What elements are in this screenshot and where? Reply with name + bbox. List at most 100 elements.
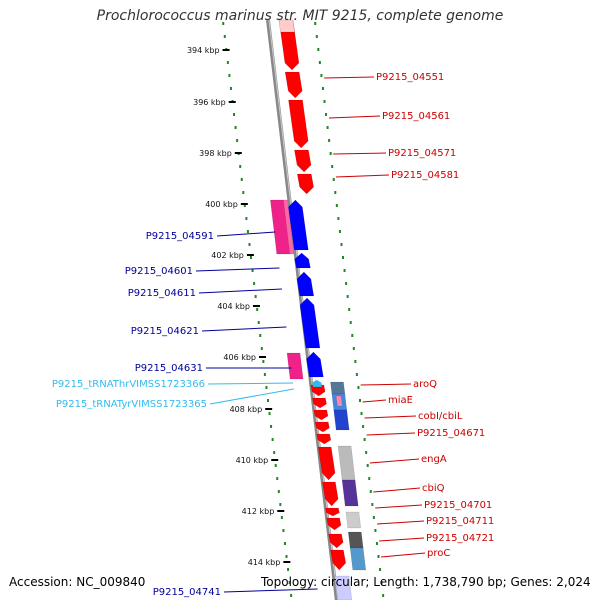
dot	[315, 35, 318, 38]
gene-labels[interactable]: P9215_04551 P9215_04561 P9215_04571 P9215_0…	[52, 72, 494, 598]
gene-label-forward[interactable]: P9215_04701	[424, 500, 492, 511]
gene-label-reverse[interactable]: P9215_04621	[131, 326, 199, 337]
gene-label-reverse[interactable]: P9215_tRNATyrVIMSS1723365	[56, 399, 207, 410]
gene-arrow[interactable]	[296, 173, 314, 195]
ruler-label: 406 kbp	[223, 353, 256, 362]
gene-arrow[interactable]	[288, 99, 309, 149]
leader-line	[379, 537, 425, 542]
gene-arrow[interactable]	[325, 507, 340, 517]
ruler-tick	[228, 101, 236, 103]
gene-label-forward[interactable]: miaE	[388, 395, 413, 406]
dot	[372, 516, 375, 519]
ruler-tick	[252, 305, 260, 307]
gene-label-reverse[interactable]: P9215_04611	[128, 288, 196, 299]
gene-arrow[interactable]	[313, 409, 329, 421]
leader-line	[328, 115, 381, 119]
gene-arrow[interactable]	[333, 409, 350, 431]
gene-arrow[interactable]	[317, 446, 336, 481]
gene-arrow[interactable]	[278, 19, 295, 33]
gene-arrow[interactable]	[316, 433, 332, 445]
gene-arrow[interactable]	[334, 575, 353, 600]
dot	[368, 477, 371, 480]
gene-label-reverse[interactable]: P9215_04591	[146, 231, 214, 242]
gene-label-forward[interactable]: aroQ	[413, 379, 437, 390]
dot	[329, 152, 332, 155]
leader-line	[366, 432, 416, 436]
gene-label-forward[interactable]: P9215_04671	[417, 428, 485, 439]
gene-arrow[interactable]	[345, 511, 362, 529]
ruler-tick	[277, 510, 285, 512]
gene-arrow[interactable]	[288, 199, 309, 251]
ruler-tick	[271, 459, 279, 461]
gene-label-forward[interactable]: engA	[421, 454, 447, 465]
dot	[343, 269, 346, 272]
ruler-label: 414 kbp	[248, 558, 281, 567]
gene-label-reverse[interactable]: P9215_04601	[125, 266, 193, 277]
gene-arrow[interactable]	[335, 395, 343, 407]
gene-arrow[interactable]	[328, 533, 344, 549]
dot	[354, 360, 357, 363]
dot	[245, 217, 248, 220]
gene-arrow[interactable]	[311, 379, 323, 388]
gene-arrow[interactable]	[296, 271, 315, 297]
label-leaders	[195, 76, 426, 593]
gene-arrow[interactable]	[349, 547, 367, 571]
dot	[240, 178, 243, 181]
dot	[228, 74, 231, 77]
dot	[243, 204, 246, 207]
gene-label-reverse[interactable]: P9215_04631	[135, 363, 203, 374]
gene-label-forward[interactable]: proC	[427, 548, 450, 559]
gene-label-forward[interactable]: P9215_04551	[376, 72, 444, 83]
dot	[242, 191, 245, 194]
ruler-label: 394 kbp	[187, 46, 220, 55]
gene-arrow[interactable]	[283, 199, 295, 255]
gene-arrow[interactable]	[284, 71, 303, 99]
gene-arrow[interactable]	[322, 481, 339, 507]
gene-track[interactable]	[270, 19, 367, 600]
leader-line	[369, 458, 420, 464]
gene-arrow[interactable]	[312, 397, 327, 409]
dot	[349, 321, 352, 324]
gene-label-forward[interactable]: P9215_04721	[426, 533, 494, 544]
gene-arrow[interactable]	[294, 252, 311, 269]
gene-arrow[interactable]	[314, 421, 330, 433]
ruler-label: 404 kbp	[217, 302, 250, 311]
dot	[382, 594, 385, 597]
leader-line	[201, 326, 287, 332]
gene-label-forward[interactable]: P9215_04571	[388, 148, 456, 159]
gene-label-forward[interactable]: P9215_04711	[426, 516, 494, 527]
gene-arrow[interactable]	[330, 549, 347, 571]
dot	[328, 139, 331, 142]
dot	[271, 438, 274, 441]
dot	[326, 126, 329, 129]
gene-label-forward[interactable]: P9215_04561	[382, 111, 450, 122]
gene-arrow[interactable]	[337, 445, 356, 481]
dot	[248, 243, 251, 246]
gene-arrow[interactable]	[299, 297, 321, 349]
gene-arrow[interactable]	[330, 381, 346, 395]
gene-label-reverse[interactable]: P9215_tRNAThrVIMSS1723366	[52, 379, 205, 390]
dot	[256, 308, 259, 311]
dot	[239, 165, 242, 168]
leader-line	[198, 288, 282, 294]
gene-arrow[interactable]	[341, 479, 359, 507]
leader-line	[335, 174, 390, 178]
gene-arrow[interactable]	[306, 351, 324, 378]
leader-line	[195, 267, 280, 272]
gene-arrow[interactable]	[326, 517, 342, 531]
gene-arrow[interactable]	[347, 531, 364, 549]
leader-line	[364, 415, 417, 419]
dot	[340, 243, 343, 246]
gene-label-forward[interactable]: P9215_04581	[391, 170, 459, 181]
dot	[360, 412, 363, 415]
dot	[325, 113, 328, 116]
dot	[270, 425, 273, 428]
gene-arrow[interactable]	[286, 352, 304, 380]
gene-arrow[interactable]	[294, 149, 312, 173]
dot	[236, 139, 239, 142]
kbp-ruler: 394 kbp 396 kbp 398 kbp 400 kbp 402 kbp 404 k…	[187, 46, 291, 567]
gene-label-forward[interactable]: cbiQ	[422, 483, 445, 494]
gene-label-forward[interactable]: cobI/cbiL	[418, 411, 463, 422]
gene-label-reverse[interactable]: P9215_04741	[153, 587, 221, 598]
